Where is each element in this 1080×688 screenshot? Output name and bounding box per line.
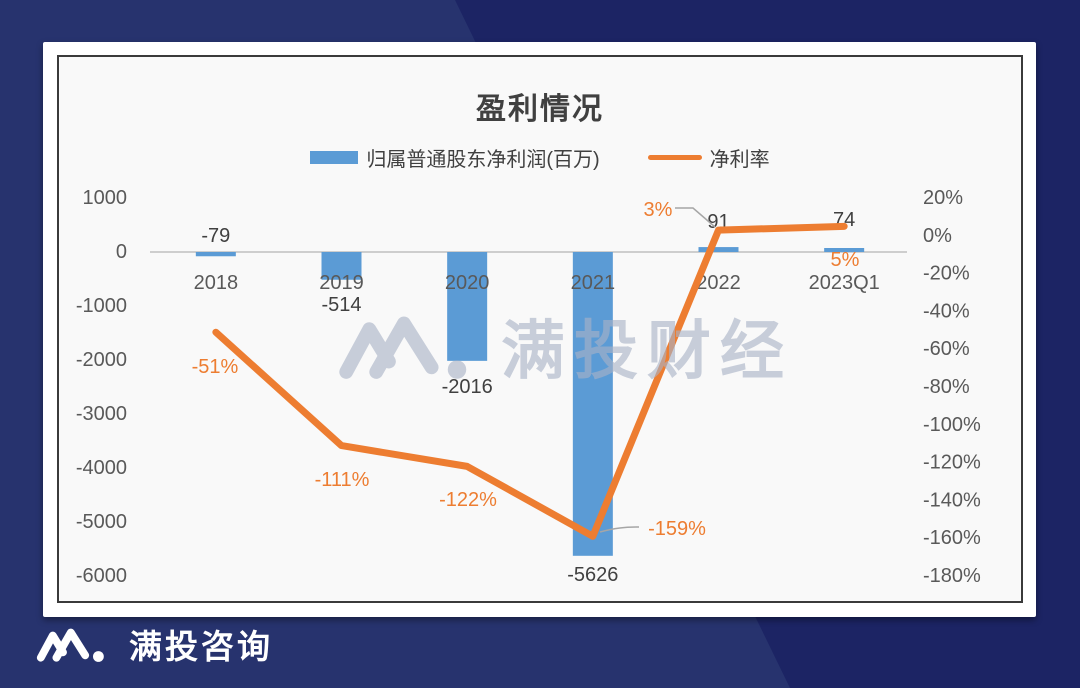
category-label-2023Q1: 2023Q1 (809, 272, 880, 294)
category-label-2021: 2021 (571, 272, 616, 294)
bar-2020 (447, 252, 488, 361)
chart-title: 盈利情况 (476, 93, 604, 126)
mantou-logo-icon (36, 628, 104, 662)
combo-chart: 1000 0 -1000 -2000 -3000 -4000 -5000 -6000 20% 0%… (76, 187, 981, 587)
category-label-2022: 2022 (696, 272, 741, 294)
line-data-label: -51% (192, 356, 239, 378)
right-axis-tick: -40% (923, 300, 970, 322)
chart-panel: 1000 0 -1000 -2000 -3000 -4000 -5000 -6000 20% 0%… (57, 55, 1023, 603)
line-data-label: -159% (648, 518, 706, 540)
label-leader-line (675, 207, 716, 228)
legend-line-swatch-icon (647, 155, 702, 160)
right-axis-tick: -120% (923, 452, 981, 474)
right-axis-tick: -180% (923, 565, 981, 587)
left-axis-tick: 1000 (83, 187, 128, 209)
right-axis-tick: -140% (923, 489, 981, 511)
bar-2018 (195, 252, 236, 257)
bar-data-label: -514 (321, 294, 361, 316)
line-data-label: -122% (439, 489, 497, 511)
label-leader-line (599, 526, 640, 533)
legend-label-net-profit: 归属普通股东净利润(百万) (366, 149, 600, 171)
bar-data-label: -79 (201, 225, 230, 247)
legend-label-net-margin: 净利率 (709, 149, 770, 171)
legend-bar-swatch-icon (310, 151, 359, 164)
bar-data-label: -5626 (567, 564, 618, 586)
bar-2023Q1 (824, 248, 865, 252)
footer-brand: 满投咨询 (36, 620, 273, 668)
net-margin-line (212, 222, 848, 540)
footer-brand-text: 满投咨询 (129, 628, 273, 665)
category-label-2018: 2018 (194, 272, 239, 294)
left-axis-tick: 0 (116, 241, 127, 263)
right-axis-tick: -80% (923, 376, 970, 398)
left-axis-tick: -4000 (76, 457, 127, 479)
category-label-2019: 2019 (319, 272, 364, 294)
chart-legend: 归属普通股东净利润(百万) 净利率 (59, 143, 1021, 172)
right-axis-tick: 0% (923, 225, 952, 247)
left-axis-tick: -2000 (76, 349, 127, 371)
legend-item-net-margin: 净利率 (647, 143, 770, 172)
right-axis-tick: -160% (923, 527, 981, 549)
right-axis-tick: -60% (923, 338, 970, 360)
chart-card: 1000 0 -1000 -2000 -3000 -4000 -5000 -6000 20% 0%… (43, 42, 1036, 617)
left-axis-tick: -1000 (76, 295, 127, 317)
category-label-2020: 2020 (445, 272, 490, 294)
right-axis-tick: -100% (923, 414, 981, 436)
line-data-label: 5% (831, 249, 860, 271)
left-axis-tick: -6000 (76, 565, 127, 587)
line-data-label: -111% (315, 469, 370, 491)
line-data-label: 3% (644, 199, 673, 221)
bar-2022 (698, 247, 739, 252)
bar-2019 (321, 252, 362, 280)
left-axis-tick: -3000 (76, 403, 127, 425)
right-axis-tick: -20% (923, 263, 970, 285)
legend-item-net-profit: 归属普通股东净利润(百万) (310, 143, 600, 172)
left-axis-tick: -5000 (76, 511, 127, 533)
right-axis-tick: 20% (923, 187, 963, 209)
bar-data-label: -2016 (442, 376, 493, 398)
